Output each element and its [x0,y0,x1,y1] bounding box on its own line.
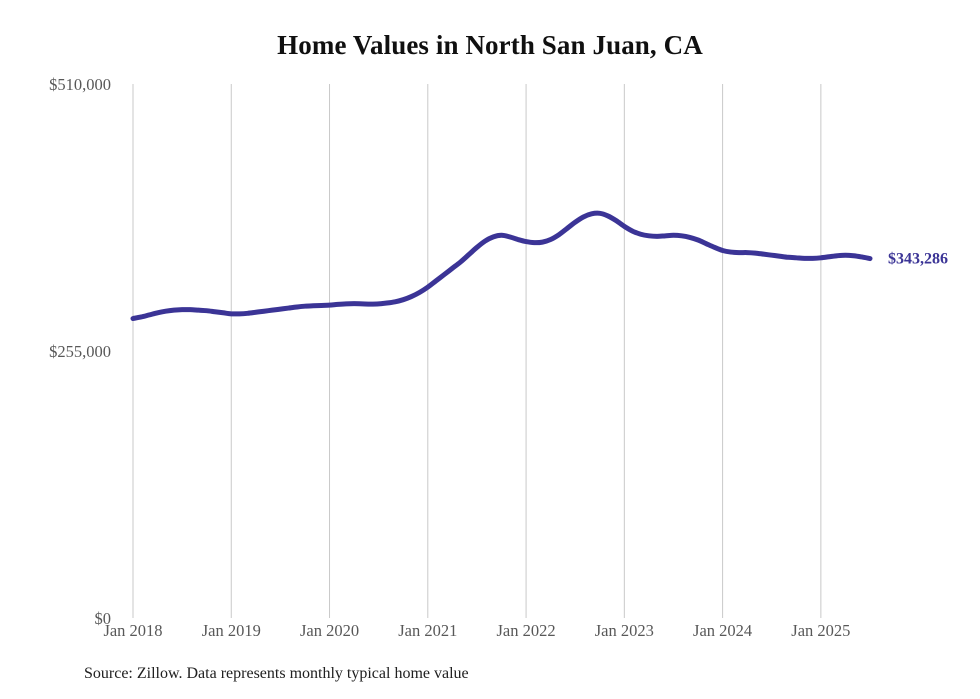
x-axis-label-jan-2019: Jan 2019 [202,621,261,640]
x-axis-label-jan-2018: Jan 2018 [103,621,162,640]
end-value-annotation: $343,286 [888,251,948,268]
chart-title: Home Values in North San Juan, CA [277,30,703,60]
y-axis-label-0: $0 [95,609,112,628]
x-axis-label-jan-2021: Jan 2021 [398,621,457,640]
x-axis-label-jan-2022: Jan 2022 [497,621,556,640]
x-axis-label-jan-2023: Jan 2023 [595,621,654,640]
x-axis-label-jan-2020: Jan 2020 [300,621,359,640]
gridline-group [132,84,822,618]
y-axis-label-1: $255,000 [49,342,111,361]
value-line-series [130,210,873,322]
x-axis-label-jan-2025: Jan 2025 [791,621,850,640]
source-note: Source: Zillow. Data represents monthly … [84,665,469,682]
x-axis-tick-group: Jan 2018 Jan 2019 Jan 2020 Jan 2021 Jan 2022… [103,621,850,640]
x-axis-label-jan-2024: Jan 2024 [693,621,752,640]
y-axis-tick-group: $0 $255,000 $510,000 [49,75,111,628]
y-axis-label-2: $510,000 [49,75,111,94]
